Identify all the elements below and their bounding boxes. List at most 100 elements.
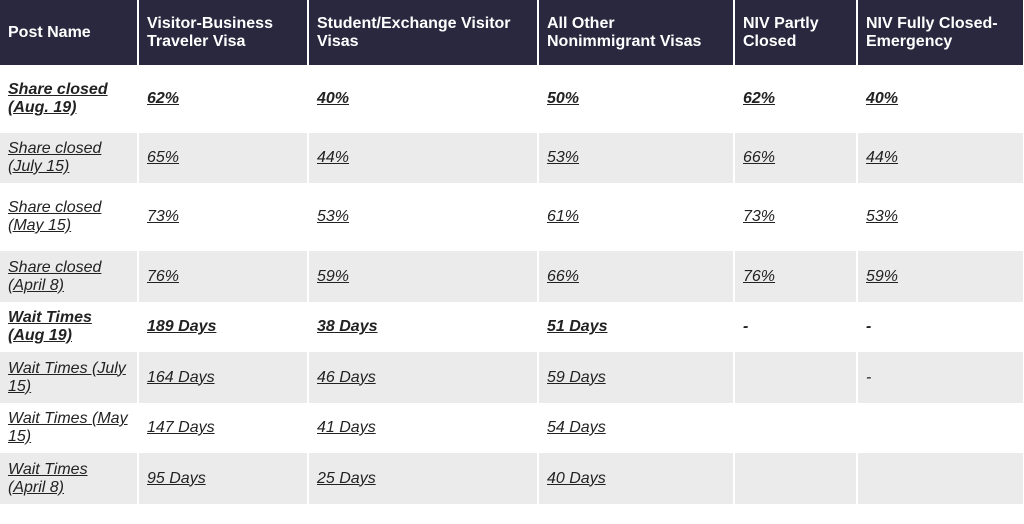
table-cell: 76%	[138, 251, 309, 302]
table-cell: Wait Times (July 15)	[0, 352, 139, 403]
row-label-link[interactable]: Share closed (May 15)	[8, 199, 102, 234]
table-cell	[857, 504, 1024, 524]
header-niv-fully-closed: NIV Fully Closed-Emergency	[857, 0, 1024, 65]
value-link[interactable]: 44%	[317, 149, 350, 166]
table-cell	[734, 352, 858, 403]
table-cell: 73%	[734, 183, 858, 251]
value-link[interactable]: 65%	[147, 149, 180, 166]
value-link[interactable]: 73%	[147, 208, 180, 225]
value-link[interactable]: 59%	[317, 267, 350, 285]
table-cell: Wait Times (Aug 19)	[0, 302, 139, 352]
table-cell: -	[857, 352, 1024, 403]
table-cell: Share closed (May 15)	[0, 183, 139, 251]
value-link[interactable]: 41 Days	[317, 419, 376, 436]
value-link: -	[743, 318, 749, 335]
table-cell	[734, 453, 858, 504]
header-student-exchange: Student/Exchange Visitor Visas	[308, 0, 539, 65]
table-cell	[138, 504, 309, 524]
value-link[interactable]: 61%	[547, 208, 580, 225]
table-cell: 76%	[734, 251, 858, 302]
table-cell: 62%	[138, 65, 309, 133]
table-cell: 59 Days	[538, 352, 735, 403]
table-cell: 46 Days	[308, 352, 539, 403]
value-link[interactable]: 25 Days	[317, 469, 376, 487]
table-cell: 59%	[857, 251, 1024, 302]
table-cell: 50%	[538, 65, 735, 133]
value-link[interactable]: 62%	[147, 90, 180, 107]
table-cell: 95 Days	[138, 453, 309, 504]
table-cell: 61%	[538, 183, 735, 251]
table-row: Share closed (May 15) 73% 53% 61% 73% 53%	[0, 183, 1024, 251]
table-cell: 38 Days	[308, 302, 539, 352]
header-row: Post Name Visitor-Business Traveler Visa…	[0, 0, 1024, 65]
value-link[interactable]: 147 Days	[147, 419, 215, 436]
value-link[interactable]: 53%	[547, 149, 580, 166]
table-cell: 51 Days	[538, 302, 735, 352]
value-link[interactable]: 46 Days	[317, 368, 376, 386]
table-cell: 62%	[734, 65, 858, 133]
value-link[interactable]: 53%	[866, 208, 899, 225]
table-cell	[308, 504, 539, 524]
value-link[interactable]: 66%	[547, 267, 580, 285]
table-cell: 44%	[308, 133, 539, 183]
row-label-link[interactable]: Share closed (Aug. 19)	[8, 81, 108, 116]
table-cell: Share closed (July 15)	[0, 133, 139, 183]
value-link[interactable]: 66%	[743, 149, 776, 166]
table-row: Share closed (Aug. 19) 62% 40% 50% 62% 40%	[0, 65, 1024, 133]
header-post-name: Post Name	[0, 0, 139, 65]
value-link[interactable]: 54 Days	[547, 419, 606, 436]
table-cell: 25 Days	[308, 453, 539, 504]
table-cell: Share closed (Aug. 19)	[0, 65, 139, 133]
table-cell: Share closed (April 8)	[0, 251, 139, 302]
value-link[interactable]: 59%	[866, 267, 899, 285]
value-link[interactable]: 38 Days	[317, 318, 378, 335]
table-cell: 40%	[308, 65, 539, 133]
table-cell	[857, 403, 1024, 453]
table-row: Wait Times (April 8) 95 Days 25 Days 40 Day…	[0, 453, 1024, 504]
table-cell: Wait Times (May 15)	[0, 403, 139, 453]
table-row: Wait Times (July 15) 164 Days 46 Days 59 Da…	[0, 352, 1024, 403]
value-link[interactable]: 53%	[317, 208, 350, 225]
table-cell: 66%	[538, 251, 735, 302]
row-label-link[interactable]: Wait Times (May 15)	[8, 410, 128, 445]
value-link[interactable]: 73%	[743, 208, 776, 225]
table-cell: 44%	[857, 133, 1024, 183]
row-label-link[interactable]: Wait Times (Aug 19)	[8, 309, 92, 344]
table-row-partial	[0, 504, 1024, 524]
header-visitor-business: Visitor-Business Traveler Visa	[138, 0, 309, 65]
table-cell: 40%	[857, 65, 1024, 133]
table-cell: 66%	[734, 133, 858, 183]
value-link: -	[866, 318, 872, 335]
table-cell: 189 Days	[138, 302, 309, 352]
table-row: Wait Times (Aug 19) 189 Days 38 Days 51 Day…	[0, 302, 1024, 352]
value-link[interactable]: 62%	[743, 90, 776, 107]
table-cell: 73%	[138, 183, 309, 251]
table-cell: 40 Days	[538, 453, 735, 504]
table-cell: 53%	[308, 183, 539, 251]
row-label-link[interactable]: Share closed (July 15)	[8, 140, 102, 175]
value-link[interactable]: 59 Days	[547, 368, 606, 386]
value-link[interactable]: 76%	[147, 267, 180, 285]
row-label-link[interactable]: Wait Times (July 15)	[8, 359, 126, 395]
value-link[interactable]: 189 Days	[147, 318, 217, 335]
table-cell	[538, 504, 735, 524]
row-label-link[interactable]: Share closed (April 8)	[8, 258, 102, 294]
table-cell: 41 Days	[308, 403, 539, 453]
value-link[interactable]: 164 Days	[147, 368, 215, 386]
table-cell: -	[734, 302, 858, 352]
value-link[interactable]: 95 Days	[147, 469, 206, 487]
table-cell: 53%	[857, 183, 1024, 251]
value-link[interactable]: 76%	[743, 267, 776, 285]
table-cell	[734, 403, 858, 453]
row-label-link[interactable]: Wait Times (April 8)	[8, 460, 88, 496]
value-link[interactable]: 44%	[866, 149, 899, 166]
table-cell: 147 Days	[138, 403, 309, 453]
value-link[interactable]: 51 Days	[547, 318, 608, 335]
value-link[interactable]: 40%	[317, 90, 350, 107]
table-cell	[734, 504, 858, 524]
table-row: Wait Times (May 15) 147 Days 41 Days 54 Day…	[0, 403, 1024, 453]
value-link[interactable]: 40 Days	[547, 469, 606, 487]
value-link[interactable]: 40%	[866, 90, 899, 107]
value-link[interactable]: 50%	[547, 90, 580, 107]
